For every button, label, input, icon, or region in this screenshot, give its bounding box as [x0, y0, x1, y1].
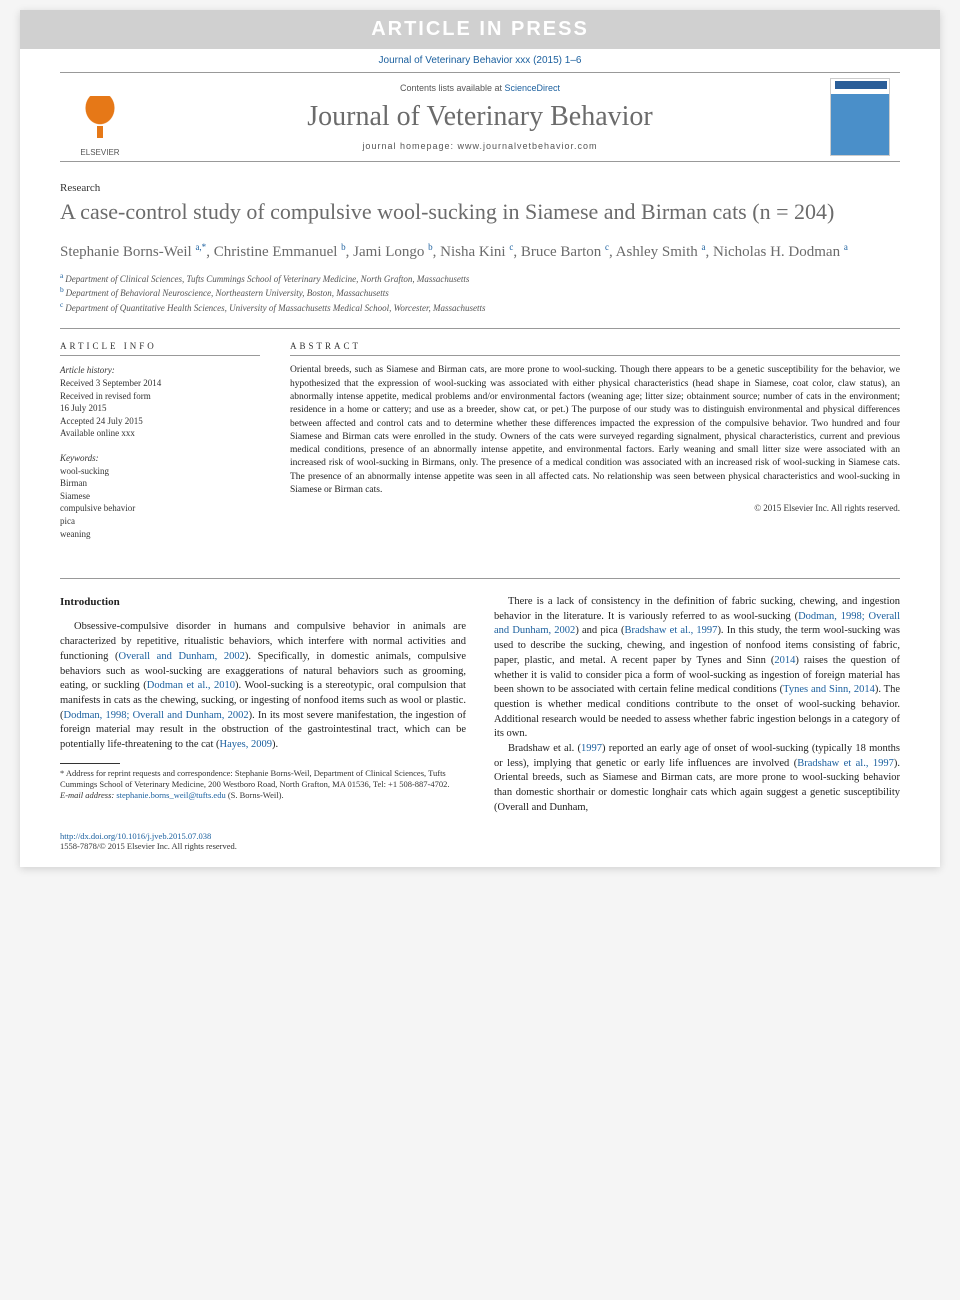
- intro-para-3: Bradshaw et al. (1997) reported an early…: [494, 742, 900, 815]
- article-info-heading: ARTICLE INFO: [60, 341, 260, 356]
- affiliations: a Department of Clinical Sciences, Tufts…: [60, 271, 900, 315]
- homepage-url[interactable]: www.journalvetbehavior.com: [458, 141, 598, 151]
- footnote-address: * Address for reprint requests and corre…: [60, 768, 450, 789]
- citation[interactable]: Bradshaw et al., 1997: [625, 625, 718, 636]
- citation[interactable]: 1997: [581, 743, 602, 754]
- elsevier-tree-icon: [75, 96, 125, 146]
- author-affil-marker: a,*: [195, 242, 206, 252]
- keywords-block: Keywords: wool-sucking Birman Siamese compu…: [60, 452, 260, 540]
- keywords-label: Keywords:: [60, 453, 99, 463]
- citation[interactable]: Dodman et al., 2010: [147, 680, 235, 691]
- author: Stephanie Borns-Weil a,*: [60, 244, 206, 260]
- article-type: Research: [60, 182, 900, 194]
- elsevier-label: ELSEVIER: [80, 148, 119, 157]
- masthead: ELSEVIER Contents lists available at Sci…: [60, 72, 900, 162]
- article-info-column: ARTICLE INFO Article history: Received 3…: [60, 341, 260, 552]
- keyword-item: compulsive behavior: [60, 503, 135, 513]
- author-affil-marker: a: [702, 242, 706, 252]
- article-in-press-banner: ARTICLE IN PRESS: [20, 10, 940, 49]
- email-label: E-mail address:: [60, 790, 114, 800]
- keyword-item: Birman: [60, 478, 87, 488]
- citation[interactable]: Hayes, 2009: [219, 739, 272, 750]
- abstract-heading: ABSTRACT: [290, 341, 900, 356]
- abstract-column: ABSTRACT Oriental breeds, such as Siames…: [290, 341, 900, 552]
- author: Bruce Barton c: [521, 244, 609, 260]
- right-column: There is a lack of consistency in the de…: [494, 595, 900, 815]
- intro-para-2: There is a lack of consistency in the de…: [494, 595, 900, 742]
- left-column: Introduction Obsessive-compulsive disord…: [60, 595, 466, 815]
- history-item: Available online xxx: [60, 428, 135, 438]
- journal-cover-icon: [830, 78, 890, 156]
- author-affil-marker: a: [844, 242, 848, 252]
- body-two-column: Introduction Obsessive-compulsive disord…: [20, 579, 940, 825]
- keyword-item: weaning: [60, 529, 91, 539]
- homepage-prefix: journal homepage:: [362, 141, 457, 151]
- citation[interactable]: Overall and Dunham, 2002: [119, 651, 245, 662]
- journal-title: Journal of Veterinary Behavior: [160, 101, 800, 133]
- affiliation-item: c Department of Quantitative Health Scie…: [60, 300, 900, 315]
- author: Nicholas H. Dodman a: [713, 244, 848, 260]
- page-footer: http://dx.doi.org/10.1016/j.jveb.2015.07…: [20, 825, 940, 867]
- intro-para-1: Obsessive-compulsive disorder in humans …: [60, 620, 466, 752]
- keyword-item: Siamese: [60, 491, 90, 501]
- author-affil-marker: c: [509, 242, 513, 252]
- sciencedirect-link[interactable]: ScienceDirect: [505, 83, 561, 93]
- contents-prefix: Contents lists available at: [400, 83, 505, 93]
- affiliation-item: a Department of Clinical Sciences, Tufts…: [60, 271, 900, 286]
- history-item: 16 July 2015: [60, 403, 107, 413]
- history-item: Received in revised form: [60, 391, 151, 401]
- keyword-item: pica: [60, 516, 75, 526]
- copyright: © 2015 Elsevier Inc. All rights reserved…: [290, 503, 900, 513]
- keyword-item: wool-sucking: [60, 466, 109, 476]
- article-title: A case-control study of compulsive wool-…: [60, 198, 900, 227]
- journal-reference: Journal of Veterinary Behavior xxx (2015…: [20, 49, 940, 72]
- author-affil-marker: b: [341, 242, 346, 252]
- history-item: Received 3 September 2014: [60, 378, 161, 388]
- cover-thumb-block: [820, 73, 900, 161]
- author-list: Stephanie Borns-Weil a,*, Christine Emma…: [60, 241, 900, 263]
- author-affil-marker: c: [605, 242, 609, 252]
- author: Christine Emmanuel b: [214, 244, 346, 260]
- author: Jami Longo b: [353, 244, 433, 260]
- email-link[interactable]: stephanie.borns_weil@tufts.edu: [116, 790, 225, 800]
- history-label: Article history:: [60, 365, 115, 375]
- introduction-heading: Introduction: [60, 595, 466, 610]
- doi-link[interactable]: http://dx.doi.org/10.1016/j.jveb.2015.07…: [60, 831, 211, 841]
- email-name: (S. Borns-Weil).: [228, 790, 284, 800]
- citation[interactable]: Bradshaw et al., 1997: [797, 758, 894, 769]
- author: Ashley Smith a: [616, 244, 706, 260]
- issn-line: 1558-7878/© 2015 Elsevier Inc. All right…: [60, 841, 237, 851]
- article-history: Article history: Received 3 September 20…: [60, 364, 260, 440]
- corresponding-author-footnote: * Address for reprint requests and corre…: [60, 768, 466, 801]
- author-affil-marker: b: [428, 242, 433, 252]
- abstract-text: Oriental breeds, such as Siamese and Bir…: [290, 364, 900, 497]
- author: Nisha Kini c: [440, 244, 513, 260]
- citation[interactable]: 2014: [774, 655, 795, 666]
- citation[interactable]: Dodman, 1998; Overall and Dunham, 2002: [64, 710, 249, 721]
- citation[interactable]: Tynes and Sinn, 2014: [783, 684, 875, 695]
- history-item: Accepted 24 July 2015: [60, 416, 143, 426]
- masthead-center: Contents lists available at ScienceDirec…: [140, 73, 820, 161]
- footnote-rule: [60, 763, 120, 764]
- affiliation-item: b Department of Behavioral Neuroscience,…: [60, 285, 900, 300]
- publisher-logo-block: ELSEVIER: [60, 73, 140, 161]
- homepage-line: journal homepage: www.journalvetbehavior…: [160, 141, 800, 151]
- contents-line: Contents lists available at ScienceDirec…: [160, 83, 800, 93]
